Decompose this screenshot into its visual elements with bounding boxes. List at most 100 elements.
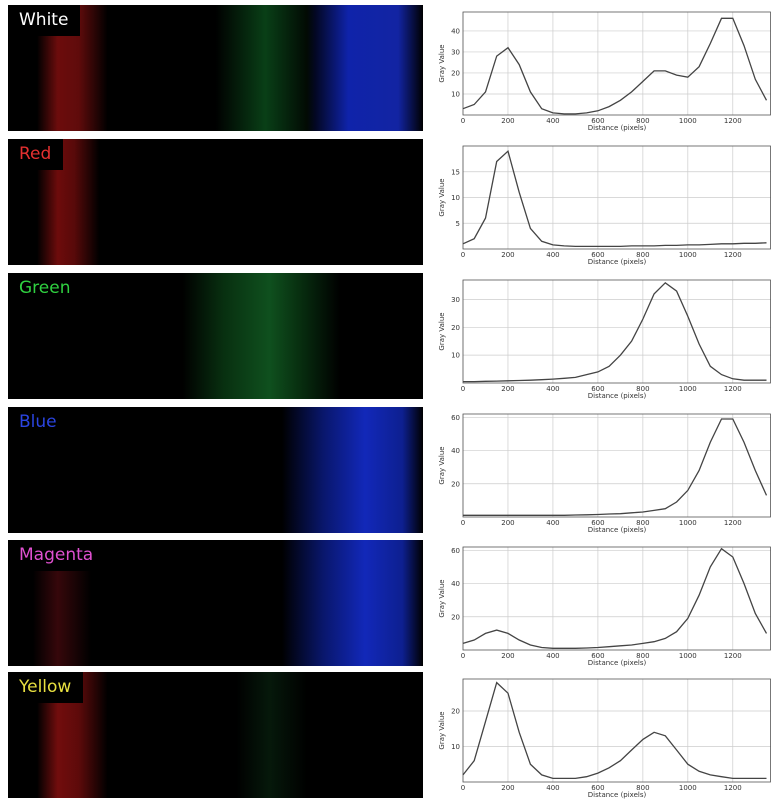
x-axis-label: Distance (pixels) — [588, 392, 647, 400]
y-axis-label: Gray Value — [438, 579, 446, 617]
data-line — [462, 17, 768, 115]
y-tick-label: 5 — [456, 220, 460, 228]
y-tick-label: 40 — [451, 447, 460, 455]
x-axis-label: Distance (pixels) — [588, 124, 647, 132]
data-line — [462, 547, 768, 649]
x-tick-label: 1200 — [724, 519, 742, 527]
y-tick-label: 20 — [451, 707, 460, 715]
panel-row: Yellow 0 200 400 600 800 1000 1200 10 20 Distance … — [0, 672, 771, 800]
x-axis-label: Distance (pixels) — [588, 526, 647, 534]
spectrum-label: Green — [8, 273, 83, 304]
x-tick-label: 800 — [636, 251, 649, 259]
y-axis-label: Gray Value — [438, 711, 446, 749]
spectrum-image: Magenta — [8, 540, 423, 666]
x-tick-label: 0 — [461, 652, 465, 660]
x-tick-label: 1000 — [679, 784, 697, 792]
panel-row: Red 0 200 400 600 800 1000 1200 5 10 15 Distance (p… — [0, 139, 771, 267]
x-tick-label: 800 — [636, 385, 649, 393]
x-tick-label: 600 — [591, 251, 604, 259]
x-tick-label: 1000 — [679, 385, 697, 393]
x-tick-label: 800 — [636, 784, 649, 792]
y-axis-label: Gray Value — [438, 178, 446, 216]
x-tick-label: 1000 — [679, 117, 697, 125]
panel-row: Blue 0 200 400 600 800 1000 1200 20 40 60 Distance … — [0, 407, 771, 535]
plot-frame — [462, 279, 771, 384]
x-tick-label: 0 — [461, 117, 465, 125]
y-tick-label: 40 — [451, 580, 460, 588]
y-tick-label: 60 — [451, 547, 460, 555]
plot-frame — [462, 11, 771, 116]
x-tick-label: 0 — [461, 251, 465, 259]
x-tick-label: 200 — [501, 652, 514, 660]
x-tick-label: 600 — [591, 784, 604, 792]
x-axis-label: Distance (pixels) — [588, 258, 647, 266]
y-tick-label: 30 — [451, 48, 460, 56]
panel-row: Magenta 0 200 400 600 800 1000 1200 20 40 60 Distan… — [0, 540, 771, 668]
x-tick-label: 1200 — [724, 117, 742, 125]
data-line — [463, 281, 767, 383]
y-tick-label: 60 — [451, 414, 460, 422]
x-tick-label: 1200 — [724, 385, 742, 393]
y-tick-label: 20 — [451, 480, 460, 488]
x-tick-label: 1200 — [724, 784, 742, 792]
y-tick-label: 20 — [451, 69, 460, 77]
y-tick-label: 30 — [451, 296, 460, 304]
spectrum-image: Yellow — [8, 672, 423, 798]
data-line — [462, 150, 767, 248]
line-chart: 0 200 400 600 800 1000 1200 10 20 30 40 Distance (p… — [438, 11, 771, 132]
spectrum-image: Blue — [8, 407, 423, 533]
y-axis-label: Gray Value — [438, 446, 446, 484]
spectrum-label: Yellow — [8, 672, 84, 703]
line-chart: 0 200 400 600 800 1000 1200 10 20 Distance (pixel… — [438, 678, 771, 799]
y-axis-label: Gray Value — [438, 44, 446, 82]
spectrum-image: Green — [8, 273, 423, 399]
line-chart: 0 200 400 600 800 1000 1200 10 20 30 Distance (pix… — [438, 279, 771, 400]
y-tick-label: 15 — [451, 168, 460, 176]
plot-frame — [462, 678, 771, 783]
line-chart: 0 200 400 600 800 1000 1200 5 10 15 Distance (pixe… — [438, 145, 771, 266]
y-tick-label: 40 — [451, 27, 460, 35]
x-tick-label: 800 — [636, 519, 649, 527]
data-line — [463, 418, 768, 516]
x-tick-label: 800 — [636, 652, 649, 660]
y-tick-label: 10 — [451, 352, 460, 360]
x-tick-label: 0 — [461, 519, 465, 527]
y-tick-label: 10 — [451, 194, 460, 202]
spectrum-label: Red — [8, 139, 64, 170]
x-tick-label: 400 — [546, 784, 559, 792]
x-tick-label: 400 — [546, 117, 559, 125]
x-tick-label: 0 — [461, 784, 465, 792]
data-line — [462, 681, 767, 780]
x-tick-label: 1200 — [724, 652, 742, 660]
y-tick-label: 10 — [451, 743, 460, 751]
x-tick-label: 400 — [546, 251, 559, 259]
x-axis-label: Distance (pixels) — [588, 791, 647, 799]
line-chart: 0 200 400 600 800 1000 1200 20 40 60 Distance (pix… — [438, 413, 771, 534]
x-tick-label: 1000 — [679, 251, 697, 259]
x-tick-label: 400 — [546, 652, 559, 660]
spectrum-label: White — [8, 5, 81, 36]
spectrum-label: Blue — [8, 407, 69, 438]
spectrum-image: Red — [8, 139, 423, 265]
x-tick-label: 1200 — [724, 251, 742, 259]
x-tick-label: 600 — [591, 652, 604, 660]
plot-frame — [462, 413, 771, 518]
panel-row: White 0 200 400 600 800 1000 1200 10 20 30 40 Distan… — [0, 5, 771, 133]
x-tick-label: 200 — [501, 519, 514, 527]
x-tick-label: 200 — [501, 385, 514, 393]
y-axis-label: Gray Value — [438, 312, 446, 350]
y-tick-label: 20 — [451, 613, 460, 621]
y-tick-label: 10 — [451, 90, 460, 98]
panel-row: Green 0 200 400 600 800 1000 1200 10 20 30 Distance… — [0, 273, 771, 401]
x-tick-label: 1000 — [679, 519, 697, 527]
spectrum-image: White — [8, 5, 423, 131]
x-tick-label: 1000 — [679, 652, 697, 660]
x-tick-label: 200 — [501, 784, 514, 792]
y-tick-label: 20 — [451, 324, 460, 332]
x-tick-label: 200 — [501, 251, 514, 259]
x-tick-label: 200 — [501, 117, 514, 125]
x-tick-label: 0 — [461, 385, 465, 393]
x-axis-label: Distance (pixels) — [588, 659, 647, 667]
x-tick-label: 600 — [591, 117, 604, 125]
